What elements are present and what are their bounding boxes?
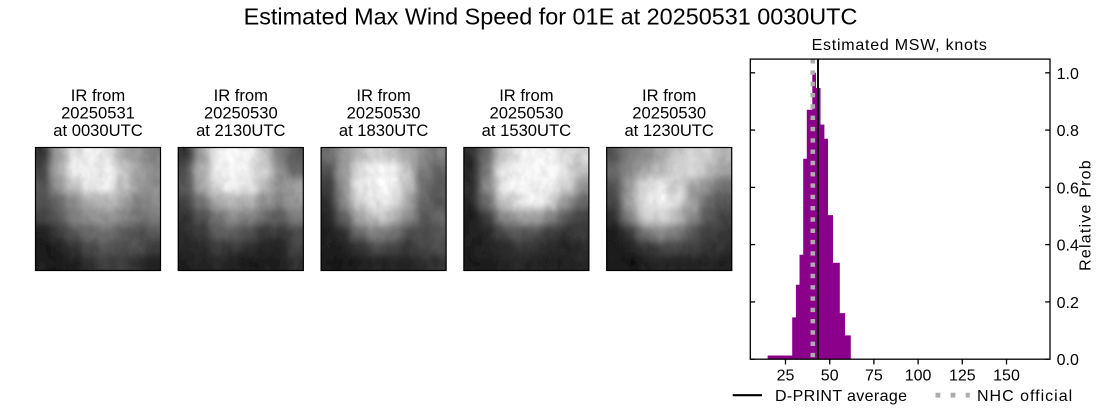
svg-text:25: 25 (777, 368, 795, 385)
svg-text:0.6: 0.6 (1057, 180, 1079, 197)
svg-text:Relative Prob: Relative Prob (1078, 159, 1095, 271)
svg-text:at 2130UTC: at 2130UTC (196, 121, 285, 140)
svg-text:1.0: 1.0 (1057, 66, 1079, 83)
svg-text:IR from: IR from (499, 86, 553, 105)
svg-text:IR from: IR from (71, 86, 125, 105)
svg-text:0.0: 0.0 (1057, 352, 1079, 369)
svg-text:20250530: 20250530 (347, 104, 421, 123)
svg-text:at 0030UTC: at 0030UTC (53, 121, 142, 140)
svg-text:NHC official: NHC official (977, 388, 1073, 405)
svg-text:0.8: 0.8 (1057, 123, 1079, 140)
svg-text:IR from: IR from (642, 86, 696, 105)
svg-text:at 1230UTC: at 1230UTC (624, 121, 713, 140)
svg-text:IR from: IR from (356, 86, 410, 105)
svg-text:Estimated MSW, knots: Estimated MSW, knots (812, 37, 988, 54)
svg-text:at 1530UTC: at 1530UTC (482, 121, 571, 140)
svg-text:150: 150 (993, 368, 1020, 385)
svg-text:D-PRINT average: D-PRINT average (775, 388, 907, 405)
svg-text:75: 75 (865, 368, 883, 385)
svg-text:Estimated Max Wind Speed for 0: Estimated Max Wind Speed for 01E at 2025… (244, 4, 858, 30)
svg-text:125: 125 (949, 368, 976, 385)
svg-text:20250530: 20250530 (204, 104, 278, 123)
svg-text:0.4: 0.4 (1057, 238, 1079, 255)
svg-text:20250531: 20250531 (61, 104, 135, 123)
svg-text:20250530: 20250530 (489, 104, 563, 123)
svg-text:IR from: IR from (214, 86, 268, 105)
svg-text:20250530: 20250530 (632, 104, 706, 123)
svg-text:100: 100 (905, 368, 932, 385)
svg-text:0.2: 0.2 (1057, 295, 1079, 312)
svg-text:at 1830UTC: at 1830UTC (339, 121, 428, 140)
svg-text:50: 50 (821, 368, 839, 385)
